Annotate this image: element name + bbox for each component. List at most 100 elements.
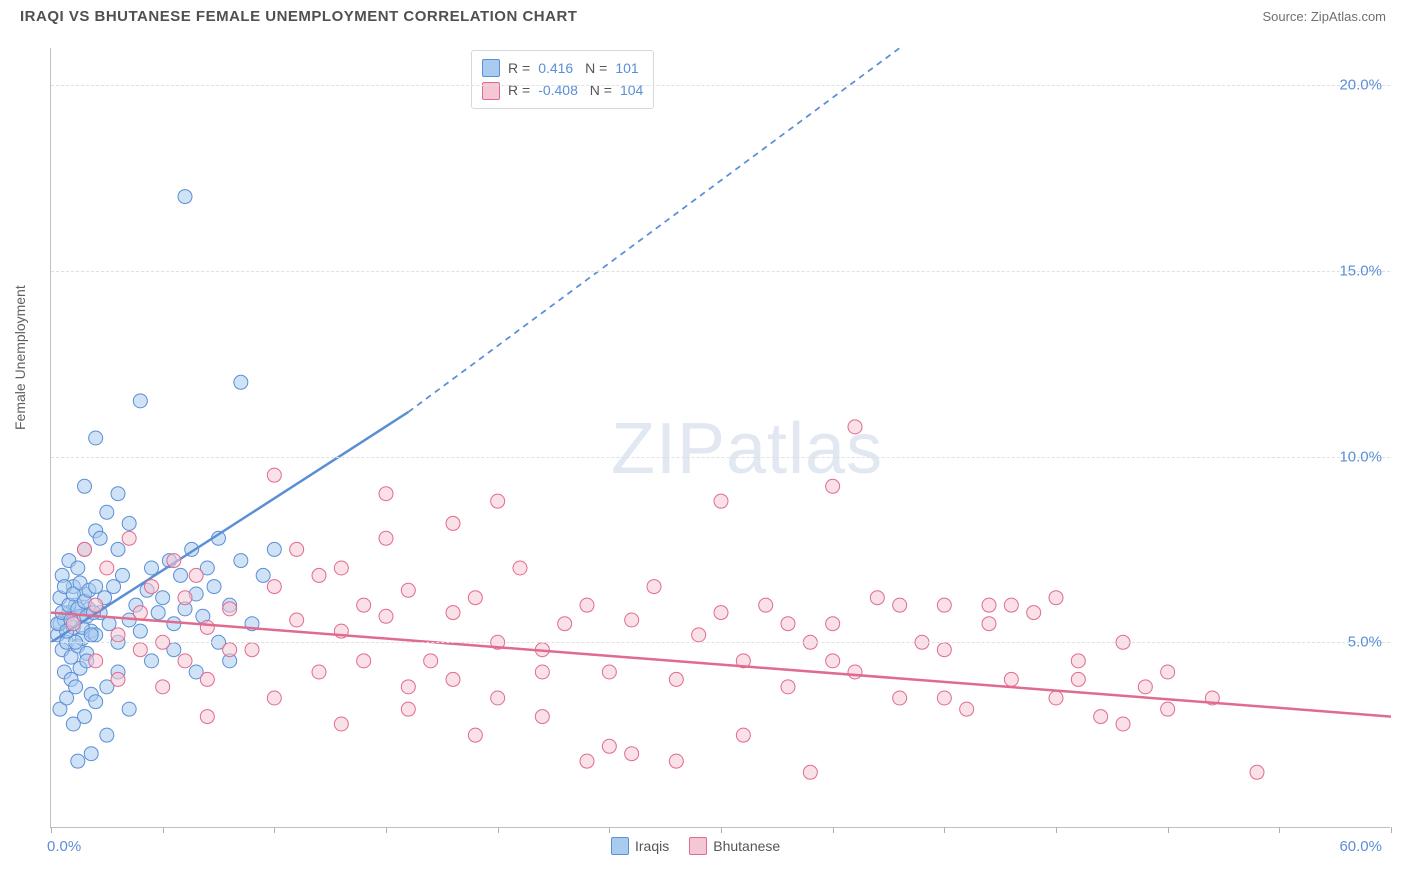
data-point xyxy=(491,691,505,705)
data-point xyxy=(714,494,728,508)
data-point xyxy=(692,628,706,642)
data-point xyxy=(78,542,92,556)
data-point xyxy=(1004,598,1018,612)
data-point xyxy=(1094,710,1108,724)
data-point xyxy=(115,568,129,582)
r-label: R = xyxy=(508,57,530,79)
data-point xyxy=(111,672,125,686)
data-point xyxy=(122,516,136,530)
data-point xyxy=(1116,717,1130,731)
data-point xyxy=(223,643,237,657)
data-point xyxy=(100,728,114,742)
series-legend: Iraqis Bhutanese xyxy=(611,837,780,855)
data-point xyxy=(893,691,907,705)
data-point xyxy=(379,531,393,545)
data-point xyxy=(111,542,125,556)
r-label: R = xyxy=(508,79,530,101)
data-point xyxy=(178,190,192,204)
x-tick xyxy=(386,827,387,833)
data-point xyxy=(468,591,482,605)
data-point xyxy=(1071,672,1085,686)
data-point xyxy=(759,598,773,612)
x-tick xyxy=(721,827,722,833)
y-axis-label: Female Unemployment xyxy=(12,285,28,430)
x-tick xyxy=(833,827,834,833)
data-point xyxy=(379,487,393,501)
legend-item-iraqis: Iraqis xyxy=(611,837,669,855)
data-point xyxy=(71,561,85,575)
data-point xyxy=(84,747,98,761)
data-point xyxy=(145,580,159,594)
data-point xyxy=(1027,606,1041,620)
data-point xyxy=(937,691,951,705)
data-point xyxy=(781,680,795,694)
data-point xyxy=(736,728,750,742)
data-point xyxy=(89,695,103,709)
data-point xyxy=(100,505,114,519)
data-point xyxy=(602,739,616,753)
data-point xyxy=(100,561,114,575)
data-point xyxy=(826,617,840,631)
data-point xyxy=(200,672,214,686)
data-point xyxy=(468,728,482,742)
y-tick-label: 20.0% xyxy=(1339,77,1382,94)
data-point xyxy=(580,598,594,612)
legend-item-bhutanese: Bhutanese xyxy=(689,837,780,855)
iraqis-n-value: 101 xyxy=(615,57,638,79)
gridline xyxy=(51,642,1390,643)
data-point xyxy=(234,375,248,389)
data-point xyxy=(1049,591,1063,605)
data-point xyxy=(535,665,549,679)
data-point xyxy=(647,580,661,594)
y-tick-label: 5.0% xyxy=(1348,634,1382,651)
data-point xyxy=(580,754,594,768)
legend-label: Bhutanese xyxy=(713,838,780,854)
x-tick xyxy=(609,827,610,833)
data-point xyxy=(133,394,147,408)
data-point xyxy=(446,606,460,620)
correlation-legend: R = 0.416 N = 101 R = -0.408 N = 104 xyxy=(471,50,654,109)
data-point xyxy=(151,606,165,620)
data-point xyxy=(803,765,817,779)
data-point xyxy=(937,598,951,612)
data-point xyxy=(982,617,996,631)
x-tick xyxy=(944,827,945,833)
data-point xyxy=(89,654,103,668)
gridline xyxy=(51,85,1390,86)
data-point xyxy=(312,568,326,582)
data-point xyxy=(145,654,159,668)
data-point xyxy=(870,591,884,605)
data-point xyxy=(207,580,221,594)
data-point xyxy=(357,654,371,668)
data-point xyxy=(1161,665,1175,679)
data-point xyxy=(669,672,683,686)
data-point xyxy=(178,591,192,605)
n-label: N = xyxy=(581,57,607,79)
data-point xyxy=(535,710,549,724)
data-point xyxy=(334,561,348,575)
n-label: N = xyxy=(586,79,612,101)
x-tick xyxy=(1168,827,1169,833)
data-point xyxy=(71,754,85,768)
data-point xyxy=(446,672,460,686)
data-point xyxy=(122,702,136,716)
data-point xyxy=(424,654,438,668)
data-point xyxy=(133,643,147,657)
scatter-plot-svg xyxy=(51,48,1390,827)
data-point xyxy=(234,554,248,568)
data-point xyxy=(625,613,639,627)
trend-line xyxy=(51,613,1391,717)
data-point xyxy=(256,568,270,582)
data-point xyxy=(558,617,572,631)
data-point xyxy=(379,609,393,623)
data-point xyxy=(267,542,281,556)
data-point xyxy=(60,691,74,705)
x-tick xyxy=(498,827,499,833)
data-point xyxy=(200,710,214,724)
data-point xyxy=(1004,672,1018,686)
data-point xyxy=(167,554,181,568)
data-point xyxy=(178,654,192,668)
x-axis-max-label: 60.0% xyxy=(1339,838,1382,855)
legend-label: Iraqis xyxy=(635,838,669,854)
data-point xyxy=(513,561,527,575)
